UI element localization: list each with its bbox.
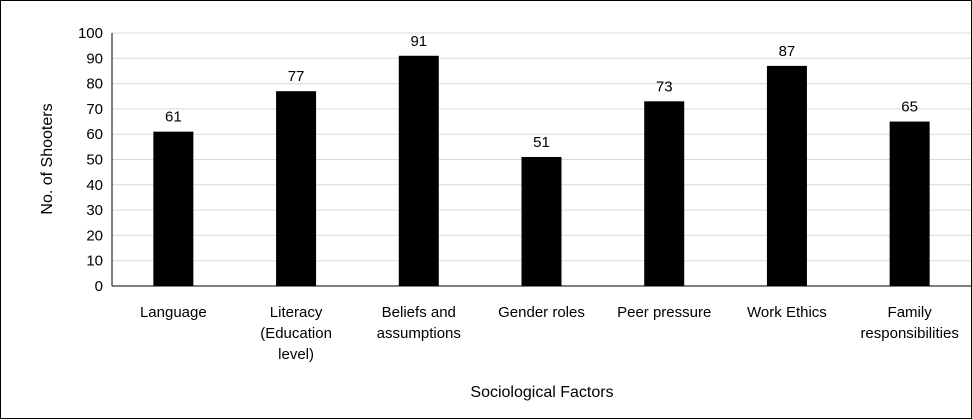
x-category-label: Work Ethics <box>747 304 827 321</box>
y-tick-labels: 0 10 20 30 40 50 60 70 80 90 100 <box>78 25 103 295</box>
y-axis-title: No. of Shooters <box>39 103 56 214</box>
y-tick-label: 40 <box>86 177 103 194</box>
x-category-label: Family responsibilities <box>860 304 958 342</box>
bar <box>521 156 562 286</box>
axes <box>111 33 971 287</box>
y-tick-label: 0 <box>95 278 103 295</box>
data-label: 77 <box>288 68 305 85</box>
data-labels: 61 77 91 51 73 87 65 <box>165 33 918 151</box>
x-axis-title: Sociological Factors <box>470 384 613 401</box>
y-tick-label: 30 <box>86 202 103 219</box>
x-category-label: Language <box>140 304 207 321</box>
y-tick-label: 20 <box>86 227 103 244</box>
y-tick-label: 60 <box>86 126 103 143</box>
y-tick-label: 100 <box>78 25 103 42</box>
x-category-label: Gender roles <box>498 304 585 321</box>
data-label: 65 <box>901 99 918 116</box>
bar <box>153 131 194 286</box>
bars <box>153 55 930 286</box>
x-category-labels: Language Literacy (Education level) Beliefs … <box>140 304 959 363</box>
x-category-label: Beliefs and assumptions <box>377 304 461 342</box>
bar <box>766 65 807 286</box>
y-tick-label: 70 <box>86 101 103 118</box>
bar <box>398 55 439 286</box>
y-tick-label: 90 <box>86 50 103 67</box>
data-label: 73 <box>656 78 673 95</box>
data-label: 91 <box>410 33 427 50</box>
bar <box>276 91 317 286</box>
x-category-label: Peer pressure <box>617 304 711 321</box>
data-label: 61 <box>165 109 182 126</box>
x-category-label: Literacy (Education level) <box>260 304 332 363</box>
y-tick-label: 80 <box>86 76 103 93</box>
data-label: 87 <box>779 43 796 60</box>
data-label: 51 <box>533 134 550 151</box>
bar <box>644 101 685 286</box>
y-tick-label: 10 <box>86 253 103 270</box>
y-tick-label: 50 <box>86 152 103 169</box>
bar <box>889 121 930 286</box>
